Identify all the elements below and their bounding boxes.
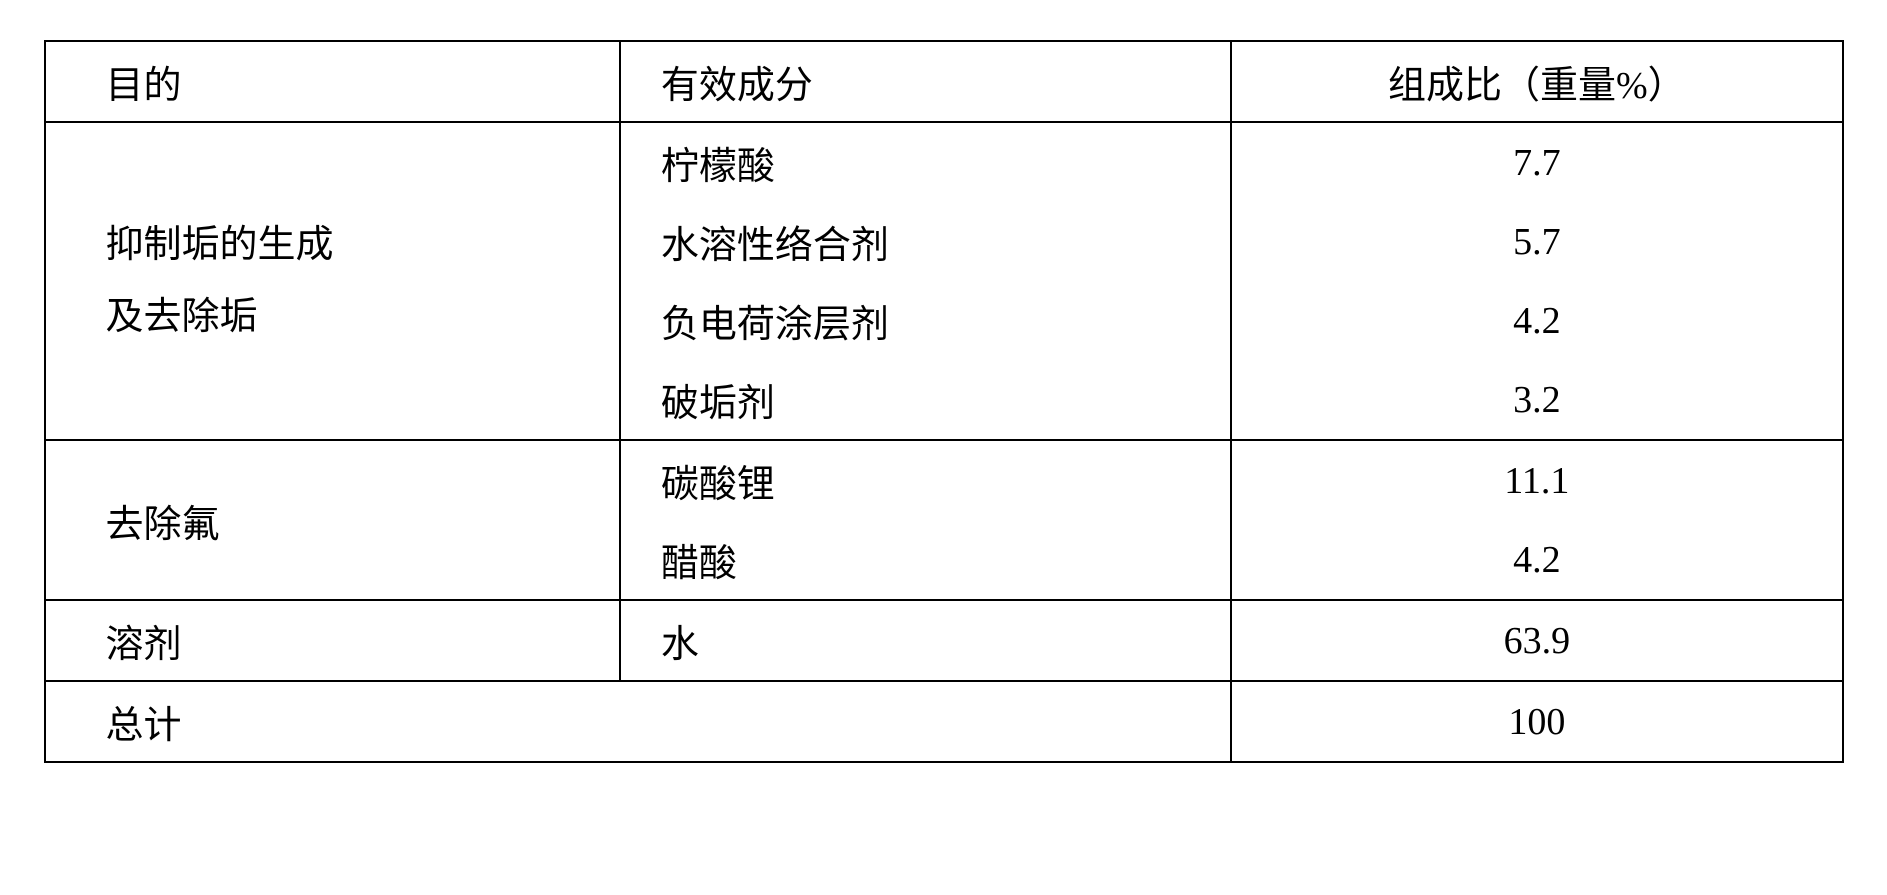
- ingredient-cell: 破垢剂: [620, 360, 1231, 440]
- composition-table: 目的 有效成分 组成比（重量%） 抑制垢的生成及去除垢 柠檬酸 7.7 水溶性络…: [44, 40, 1844, 763]
- table-row: 溶剂 水 63.9: [45, 600, 1843, 681]
- ingredient-cell: 负电荷涂层剂: [620, 281, 1231, 360]
- ratio-cell: 3.2: [1231, 360, 1842, 440]
- table-container: 目的 有效成分 组成比（重量%） 抑制垢的生成及去除垢 柠檬酸 7.7 水溶性络…: [40, 40, 1847, 763]
- table-row: 抑制垢的生成及去除垢 柠檬酸 7.7: [45, 122, 1843, 202]
- ratio-cell: 4.2: [1231, 520, 1842, 600]
- ingredient-cell: 水: [620, 600, 1231, 681]
- header-ingredient: 有效成分: [620, 41, 1231, 122]
- table-total-row: 总计 100: [45, 681, 1843, 762]
- ingredient-cell: 醋酸: [620, 520, 1231, 600]
- total-label: 总计: [45, 681, 1232, 762]
- total-value: 100: [1231, 681, 1842, 762]
- ratio-cell: 5.7: [1231, 202, 1842, 281]
- ratio-cell: 11.1: [1231, 440, 1842, 520]
- header-purpose: 目的: [45, 41, 620, 122]
- table-header-row: 目的 有效成分 组成比（重量%）: [45, 41, 1843, 122]
- ratio-cell: 4.2: [1231, 281, 1842, 360]
- purpose-cell: 抑制垢的生成及去除垢: [45, 122, 620, 440]
- purpose-cell: 去除氟: [45, 440, 620, 600]
- header-ratio: 组成比（重量%）: [1231, 41, 1842, 122]
- table-row: 去除氟 碳酸锂 11.1: [45, 440, 1843, 520]
- purpose-cell: 溶剂: [45, 600, 620, 681]
- ingredient-cell: 水溶性络合剂: [620, 202, 1231, 281]
- ratio-cell: 63.9: [1231, 600, 1842, 681]
- ratio-cell: 7.7: [1231, 122, 1842, 202]
- purpose-text: 抑制垢的生成及去除垢: [106, 209, 579, 353]
- ingredient-cell: 柠檬酸: [620, 122, 1231, 202]
- ingredient-cell: 碳酸锂: [620, 440, 1231, 520]
